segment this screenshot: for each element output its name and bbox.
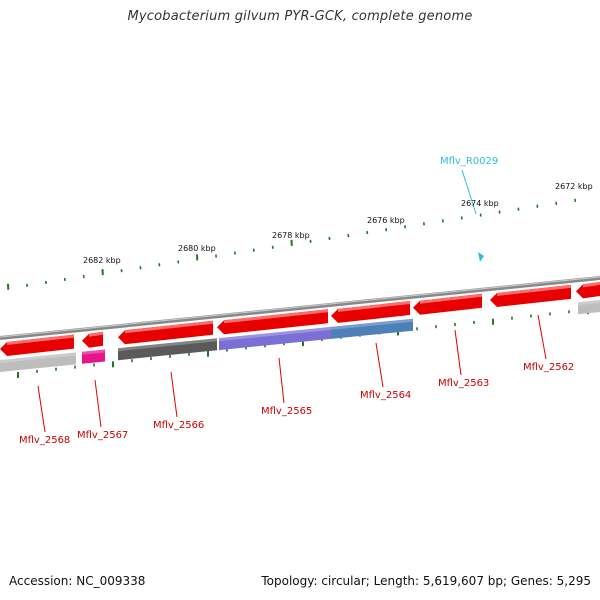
gene-label-mflv-2566[interactable]: Mflv_2566 xyxy=(153,420,204,431)
genome-title: Mycobacterium gilvum PYR-GCK, complete g… xyxy=(127,9,473,24)
cds-arrow-shine xyxy=(7,334,74,345)
gene-label-mflv-2562[interactable]: Mflv_2562 xyxy=(523,362,574,373)
ruler-label-2672: 2672 kbp xyxy=(555,182,593,191)
gene-label-mflv-2565[interactable]: Mflv_2565 xyxy=(261,406,312,417)
cds-arrow-shine xyxy=(583,282,600,288)
label-leader xyxy=(537,314,547,360)
backbone-line xyxy=(0,276,600,340)
cog-bar-shine xyxy=(219,326,331,342)
gene-label-mflv-2563[interactable]: Mflv_2563 xyxy=(438,378,489,389)
cds-arrow-shine xyxy=(224,309,328,324)
cds-arrow-shine xyxy=(338,301,410,312)
cds-track xyxy=(0,252,600,356)
ruler-label-2674: 2674 kbp xyxy=(461,199,499,208)
cds-arrow xyxy=(217,309,328,335)
ruler-label-2680: 2680 kbp xyxy=(178,244,216,253)
cog-bar xyxy=(219,326,331,351)
cds-arrow xyxy=(576,282,600,299)
gene-label-mflv-2567[interactable]: Mflv_2567 xyxy=(77,430,128,441)
cog-bar-shine xyxy=(118,338,217,352)
accession-label: Accession: NC_009338 xyxy=(9,574,146,588)
gene-label-mflv-2568[interactable]: Mflv_2568 xyxy=(19,435,70,446)
cog-bar xyxy=(82,349,105,364)
cog-track xyxy=(0,300,600,372)
label-leader xyxy=(375,342,384,388)
cds-arrow xyxy=(82,331,103,348)
cog-bar-shine xyxy=(578,300,600,306)
cds-arrow-shine xyxy=(420,293,482,304)
label-leader xyxy=(461,169,477,215)
cds-arrow xyxy=(331,301,410,323)
genome-backbone xyxy=(0,276,600,340)
cds-arrow xyxy=(413,293,482,315)
gene-label-mflv-2564[interactable]: Mflv_2564 xyxy=(360,390,411,401)
cds-arrow xyxy=(490,284,571,307)
cog-bar xyxy=(578,300,600,315)
label-leader xyxy=(454,329,462,376)
ruler-label-2676: 2676 kbp xyxy=(367,216,405,225)
cog-bar xyxy=(118,338,217,361)
label-leaders xyxy=(37,169,547,433)
label-leader xyxy=(170,371,178,418)
cds-arrow-shine xyxy=(125,320,213,334)
ruler-label-2682: 2682 kbp xyxy=(83,256,121,265)
cog-bar-shine xyxy=(82,349,105,355)
cog-bar-shine xyxy=(0,352,76,363)
cog-bar xyxy=(331,318,413,339)
ruler-label-2678: 2678 kbp xyxy=(272,231,310,240)
topology-label: Topology: circular; Length: 5,619,607 bp… xyxy=(261,574,591,588)
label-leader xyxy=(278,357,285,404)
cds-arrow-shine xyxy=(89,331,103,337)
label-leader xyxy=(37,385,46,433)
cds-arrow-shine xyxy=(497,284,571,296)
ruler-ticks-outer xyxy=(7,198,577,290)
rna-marker xyxy=(478,252,484,262)
cds-arrow xyxy=(118,320,213,345)
cog-bar-shine xyxy=(331,318,413,330)
label-leader xyxy=(94,379,102,428)
cog-bar xyxy=(0,352,76,372)
cds-arrow xyxy=(0,334,74,356)
backbone-highlight xyxy=(0,276,600,338)
rna-label-mflv-r0029[interactable]: Mflv_R0029 xyxy=(440,156,498,167)
